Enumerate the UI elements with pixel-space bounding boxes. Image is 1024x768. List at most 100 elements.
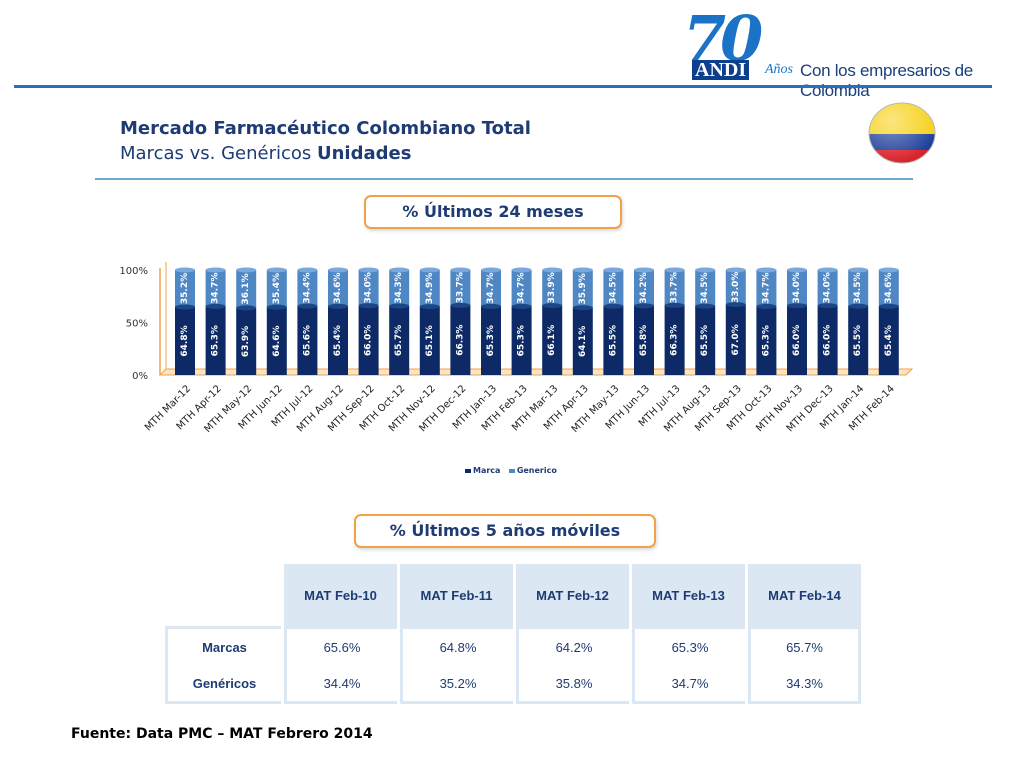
bar-marca [542,305,563,375]
bar-generico [266,270,287,308]
data-label-marca: 65.7% [394,325,404,356]
bar-marca [817,305,838,375]
bar-cap [419,267,440,273]
table-cell: 34.7% [632,665,745,704]
table-cell: 35.8% [516,665,629,704]
data-label-generico: 35.4% [272,273,282,304]
data-label-generico: 34.4% [302,272,312,303]
bar-generico [450,270,471,306]
data-label-marca: 64.8% [180,325,190,356]
bar-cap [572,267,593,273]
bar-marca [848,306,869,375]
bar-marca [481,306,501,375]
data-label-marca: 66.0% [823,325,833,356]
data-label-generico: 34.6% [884,273,894,304]
bar-seam [572,305,593,311]
bar-marca [634,305,654,375]
slide-title: Mercado Farmacéutico Colombiano Total [120,118,531,139]
bar-seam [664,302,685,308]
bar-cap [205,267,226,273]
bar-seam [419,304,440,310]
legend-label-generico: Generico [516,466,557,475]
legend-swatch-marca [465,468,471,473]
bar-seam [328,303,348,309]
bar-marca [603,306,624,375]
bar-generico [358,270,379,306]
data-label-marca: 65.1% [425,325,435,356]
bar-seam [481,303,501,309]
bar-seam [787,303,807,309]
bar-cap [603,267,624,273]
data-label-generico: 33.7% [455,272,465,303]
bar-marca [664,305,685,375]
bar-generico [664,270,685,306]
bar-generico [572,270,593,308]
data-label-generico: 34.7% [517,273,527,304]
table-header: MAT Feb-11 [400,564,513,626]
bar-marca [389,306,410,375]
bar-generico [419,270,440,307]
bar-seam [848,303,869,309]
data-label-generico: 33.9% [547,272,557,303]
table-cell: 35.2% [400,665,513,704]
table-row: Genéricos 34.4% 35.2% 35.8% 34.7% 34.3% [165,665,861,704]
data-label-marca: 65.3% [517,325,527,356]
data-label-generico: 34.0% [823,272,833,303]
title-divider [95,178,913,180]
bar-cap [450,267,471,273]
bar-seam [603,303,624,309]
y-tick-label: 0% [132,371,148,382]
bar-cap [358,267,379,273]
table-cell: 34.4% [284,665,397,704]
bar-seam [634,303,654,309]
bar-seam [358,303,379,309]
data-label-generico: 35.2% [180,273,190,304]
bar-generico [481,270,501,307]
data-label-generico: 34.7% [211,273,221,304]
data-label-generico: 34.9% [425,273,435,304]
bar-marca [787,305,807,375]
table-cell: 64.8% [400,626,513,665]
bar-seam [542,303,563,309]
bar-seam [389,303,410,309]
bar-cap [266,267,287,273]
bar-generico [787,270,807,306]
bar-seam [817,303,838,309]
data-label-marca: 67.0% [731,324,741,355]
bar-cap [542,267,563,273]
legend-label-marca: Marca [473,466,501,475]
bar-cap [787,267,807,273]
bar-cap [389,267,410,273]
bar-seam [756,303,777,309]
bar-marca [358,305,379,375]
bar-generico [756,270,777,307]
stacked-bar-chart: 0%50%100%35.2%64.8%MTH Mar-1234.7%65.3%M… [119,262,914,435]
data-label-generico: 35.9% [578,273,588,304]
table-header: MAT Feb-13 [632,564,745,626]
table-header: MAT Feb-10 [284,564,397,626]
data-label-marca: 66.3% [670,325,680,356]
bar-marca [511,306,532,375]
logo-tagline: Con los empresarios de Colombia [800,61,973,100]
bar-generico [175,270,195,307]
row-label-marcas: Marcas [165,626,281,665]
bar-seam [511,303,532,309]
bar-seam [236,305,257,311]
data-label-generico: 34.5% [853,272,863,303]
bar-cap [848,267,869,273]
chart-legend: Marca Generico [465,466,557,475]
bar-marca [236,307,257,375]
bar-marca [419,306,440,375]
data-label-generico: 34.7% [486,273,496,304]
bar-marca [878,306,899,375]
table-header: MAT Feb-14 [748,564,861,626]
bar-cap [817,267,838,273]
subtitle-bold: Unidades [316,143,412,164]
bar-cap [297,267,318,273]
bar-marca [725,304,746,375]
bar-generico [848,270,869,307]
table-header-row: MAT Feb-10 MAT Feb-11 MAT Feb-12 MAT Feb… [165,564,861,626]
table-cell: 64.2% [516,626,629,665]
data-label-marca: 66.0% [792,325,802,356]
bar-seam [878,303,899,309]
